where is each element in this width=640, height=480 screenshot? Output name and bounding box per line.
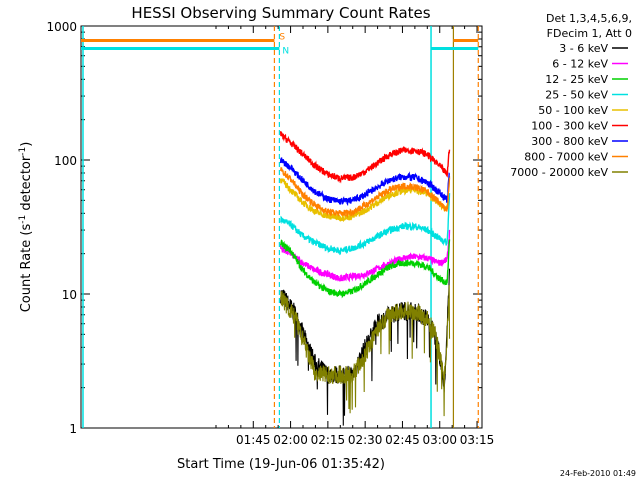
legend-header: FDecim 1, Att 0 — [547, 27, 632, 40]
series-lines — [279, 130, 451, 426]
x-tick-label: 02:15 — [311, 433, 346, 447]
legend-label: 3 - 6 keV — [559, 42, 608, 55]
legend-label: 50 - 100 keV — [538, 104, 608, 117]
legend-label: 300 - 800 keV — [531, 135, 608, 148]
series-line — [279, 229, 451, 283]
series-line — [279, 130, 451, 184]
legend-header: Det 1,3,4,5,6,9, — [546, 12, 632, 25]
series-line — [279, 157, 450, 207]
y-tick-label: 1 — [69, 422, 77, 436]
saa-label: S — [279, 32, 285, 42]
series-line — [279, 166, 451, 219]
axis-ticks: 01:45 02:00 02:15 02:30 02:45 03:00 03:15 1 10 10… — [46, 20, 494, 447]
night-label: N — [282, 46, 289, 56]
x-tick-label: 03:00 — [422, 433, 457, 447]
x-tick-label: 02:30 — [348, 433, 383, 447]
y-tick-label: 100 — [54, 154, 77, 168]
y-tick-label: 1000 — [46, 20, 77, 34]
legend-label: 100 - 300 keV — [531, 120, 608, 133]
legend-label: 7000 - 20000 keV — [510, 166, 608, 179]
legend-label: 25 - 50 keV — [545, 89, 608, 102]
time-markers: SN — [81, 26, 479, 428]
series-line — [279, 193, 451, 256]
x-axis-label: Start Time (19-Jun-06 01:35:42) — [177, 457, 385, 472]
series-line — [280, 285, 451, 417]
x-tick-label: 02:00 — [273, 433, 308, 447]
plot-frame — [80, 25, 483, 429]
x-tick-label: 02:45 — [385, 433, 420, 447]
legend-label: 800 - 7000 keV — [524, 151, 608, 164]
chart-title: HESSI Observing Summary Count Rates — [131, 4, 430, 22]
legend: Det 1,3,4,5,6,9, FDecim 1, Att 0 3 - 6 keV… — [510, 12, 632, 179]
series-line — [279, 239, 451, 299]
y-axis-label: Count Rate (s-1 detector-1) — [18, 142, 34, 313]
x-tick-label: 03:15 — [460, 433, 495, 447]
footer-date: 24-Feb-2010 01:49 — [560, 469, 636, 478]
legend-label: 12 - 25 keV — [545, 73, 608, 86]
legend-label: 6 - 12 keV — [552, 58, 608, 71]
x-tick-label: 01:45 — [236, 433, 271, 447]
y-tick-label: 10 — [62, 288, 77, 302]
